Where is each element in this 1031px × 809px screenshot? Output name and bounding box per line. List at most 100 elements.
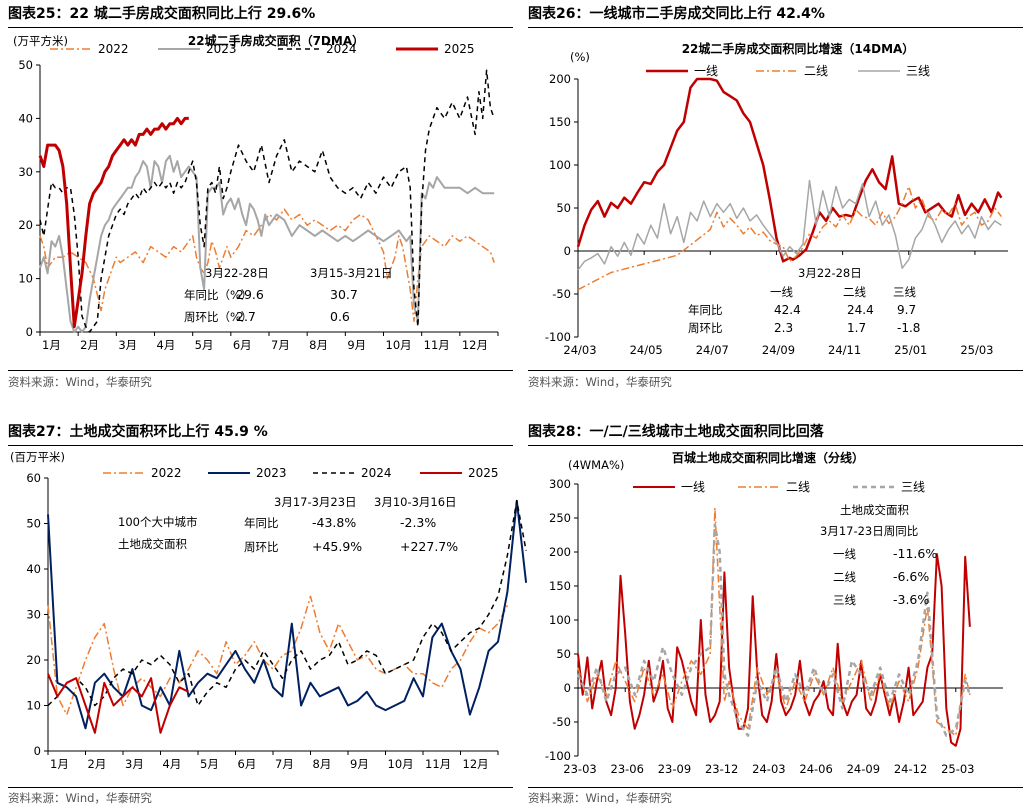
series-line-二线 bbox=[577, 185, 1002, 291]
x-tick-label: 10月 bbox=[388, 757, 414, 771]
panel-26: 图表26：一线城市二手房成交同比上行 42.4% 22城二手房成交面积同比增速（… bbox=[528, 2, 1023, 394]
annotation-row-label: 三线 bbox=[833, 593, 856, 607]
y-tick-label: -100 bbox=[545, 330, 571, 344]
panel-28: 图表28：一/二/三线城市土地成交面积同比回落 百城土地成交面积同比增速（分线）… bbox=[528, 420, 1023, 809]
y-tick-label: 0 bbox=[34, 744, 41, 758]
annotation-header: 三线 bbox=[893, 285, 916, 299]
annotation-value: 30.7 bbox=[330, 287, 358, 302]
y-tick-label: 0 bbox=[564, 681, 571, 695]
x-tick-label: 7月 bbox=[275, 757, 294, 771]
y-axis-label: (%) bbox=[570, 50, 590, 64]
series-line-二线 bbox=[577, 507, 971, 737]
panel-title: 图表27：土地成交面积环比上行 45.9 % bbox=[8, 424, 268, 440]
annotation-header: 一线 bbox=[770, 285, 793, 299]
panel-title: 图表28：一/二/三线城市土地成交面积同比回落 bbox=[528, 424, 824, 440]
x-tick-label: 23-09 bbox=[658, 762, 691, 776]
annotation-value: +227.7% bbox=[400, 539, 458, 554]
x-tick-label: 9月 bbox=[347, 338, 366, 352]
annotation-value: -6.6% bbox=[893, 569, 929, 584]
y-axis-label: (万平方米) bbox=[13, 34, 68, 48]
annotation-header: 3月22-28日 bbox=[205, 266, 269, 280]
y-tick-label: 0 bbox=[26, 325, 33, 339]
y-tick-label: 100 bbox=[549, 613, 571, 627]
x-tick-label: 24/07 bbox=[696, 343, 729, 357]
series-line-2024 bbox=[39, 69, 495, 333]
legend-label: 2022 bbox=[151, 466, 182, 480]
series-line-三线 bbox=[576, 523, 972, 737]
panel-title: 图表25：22 城二手房成交面积同比上行 29.6% bbox=[8, 6, 316, 22]
panel-25: 图表25：22 城二手房成交面积同比上行 29.6% 22城二手房成交面积（7D… bbox=[8, 2, 513, 394]
x-tick-label: 5月 bbox=[200, 757, 219, 771]
x-tick-label: 4月 bbox=[157, 338, 176, 352]
x-tick-label: 1月 bbox=[42, 338, 61, 352]
chart-p27: (百万平米) 0 10 20 30 40 50 60 1月 2月 3月 4月 5月 6月 7月 8月 9月 10月… bbox=[10, 450, 528, 771]
annotation-value: 2.3 bbox=[774, 321, 793, 335]
y-tick-label: 200 bbox=[549, 545, 571, 559]
annotation-line: 土地成交面积 bbox=[840, 503, 909, 517]
annotation-row-label: 年同比 bbox=[244, 516, 279, 530]
x-tick-label: 23-06 bbox=[611, 762, 644, 776]
legend-label: 2023 bbox=[256, 466, 287, 480]
y-tick-label: 50 bbox=[26, 517, 41, 531]
chart-title: 百城土地成交面积同比增速（分线） bbox=[672, 450, 864, 465]
annotation-value: -3.6% bbox=[893, 592, 929, 607]
panel-title: 图表26：一线城市二手房成交同比上行 42.4% bbox=[528, 6, 825, 22]
chart-title: 22城二手房成交面积同比增速（14DMA） bbox=[682, 41, 915, 56]
annotation-value: -1.8 bbox=[897, 321, 920, 335]
y-tick-label: 150 bbox=[549, 579, 571, 593]
x-tick-label: 10月 bbox=[386, 338, 412, 352]
annotation-value: 42.4 bbox=[774, 303, 801, 317]
chart-title: 22城二手房成交面积（7DMA） bbox=[188, 33, 364, 48]
series-line-2023 bbox=[39, 154, 495, 333]
y-tick-label: 150 bbox=[549, 115, 571, 129]
annotation-row-label: 一线 bbox=[833, 547, 856, 561]
x-tick-label: 24-03 bbox=[752, 762, 785, 776]
x-tick-label: 25-03 bbox=[941, 762, 974, 776]
annotation-value: 1.7 bbox=[847, 321, 866, 335]
annotation-label: 土地成交面积 bbox=[118, 537, 187, 551]
y-tick-label: 30 bbox=[26, 608, 41, 622]
annotation-date: 3月22-28日 bbox=[798, 266, 862, 280]
series-line-2022 bbox=[39, 208, 495, 323]
annotation-row-label: 周环比 bbox=[244, 540, 279, 554]
x-tick-label: 2月 bbox=[88, 757, 107, 771]
legend-label: 一线 bbox=[681, 480, 705, 494]
x-tick-label: 12月 bbox=[463, 757, 489, 771]
x-tick-label: 24/05 bbox=[630, 343, 663, 357]
x-tick-label: 1月 bbox=[50, 757, 69, 771]
panel-27: 图表27：土地成交面积环比上行 45.9 % (百万平米) 0 10 20 30 40 50… bbox=[8, 420, 528, 809]
series-line-2024 bbox=[47, 500, 527, 707]
legend-label: 2025 bbox=[468, 466, 499, 480]
annotation-header: 3月15-3月21日 bbox=[310, 266, 393, 280]
annotation-line: 3月17-23日周同比 bbox=[820, 524, 918, 538]
legend-label: 一线 bbox=[694, 64, 718, 78]
x-tick-label: 11月 bbox=[424, 338, 450, 352]
annotation-value: 29.6 bbox=[236, 287, 264, 302]
chart-p26: 22城二手房成交面积同比增速（14DMA） (%) -100 -50 0 50 100 150… bbox=[545, 41, 1008, 357]
x-tick-label: 4月 bbox=[163, 757, 182, 771]
x-tick-label: 24/09 bbox=[762, 343, 795, 357]
x-tick-label: 2月 bbox=[80, 338, 99, 352]
y-tick-label: 0 bbox=[564, 244, 571, 258]
annotation-row-label: 周环比（%） bbox=[184, 310, 252, 324]
series-line-2023 bbox=[47, 499, 528, 730]
legend-label: 二线 bbox=[804, 64, 828, 78]
x-tick-label: 9月 bbox=[350, 757, 369, 771]
x-tick-label: 11月 bbox=[425, 757, 451, 771]
annotation-value: -2.3% bbox=[400, 515, 436, 530]
y-tick-label: 10 bbox=[26, 699, 41, 713]
x-tick-label: 24-06 bbox=[799, 762, 832, 776]
source-note: 资料来源：Wind，华泰研究 bbox=[528, 791, 672, 805]
series-line-2022 bbox=[47, 595, 509, 716]
y-tick-label: 40 bbox=[18, 111, 33, 125]
x-tick-label: 3月 bbox=[125, 757, 144, 771]
x-tick-label: 24-12 bbox=[894, 762, 927, 776]
annotation-value: 2.7 bbox=[236, 309, 256, 324]
y-tick-label: 50 bbox=[18, 58, 33, 72]
y-tick-label: -50 bbox=[552, 287, 571, 301]
x-tick-label: 23-12 bbox=[705, 762, 738, 776]
source-note: 资料来源：Wind，华泰研究 bbox=[8, 791, 152, 805]
series-line-一线 bbox=[576, 77, 1003, 263]
annotation-row-label: 周环比 bbox=[688, 321, 723, 335]
chart-p25: 22城二手房成交面积（7DMA） (万平方米) 0 10 20 30 40 50 1月 2月 3月 4… bbox=[13, 33, 499, 352]
